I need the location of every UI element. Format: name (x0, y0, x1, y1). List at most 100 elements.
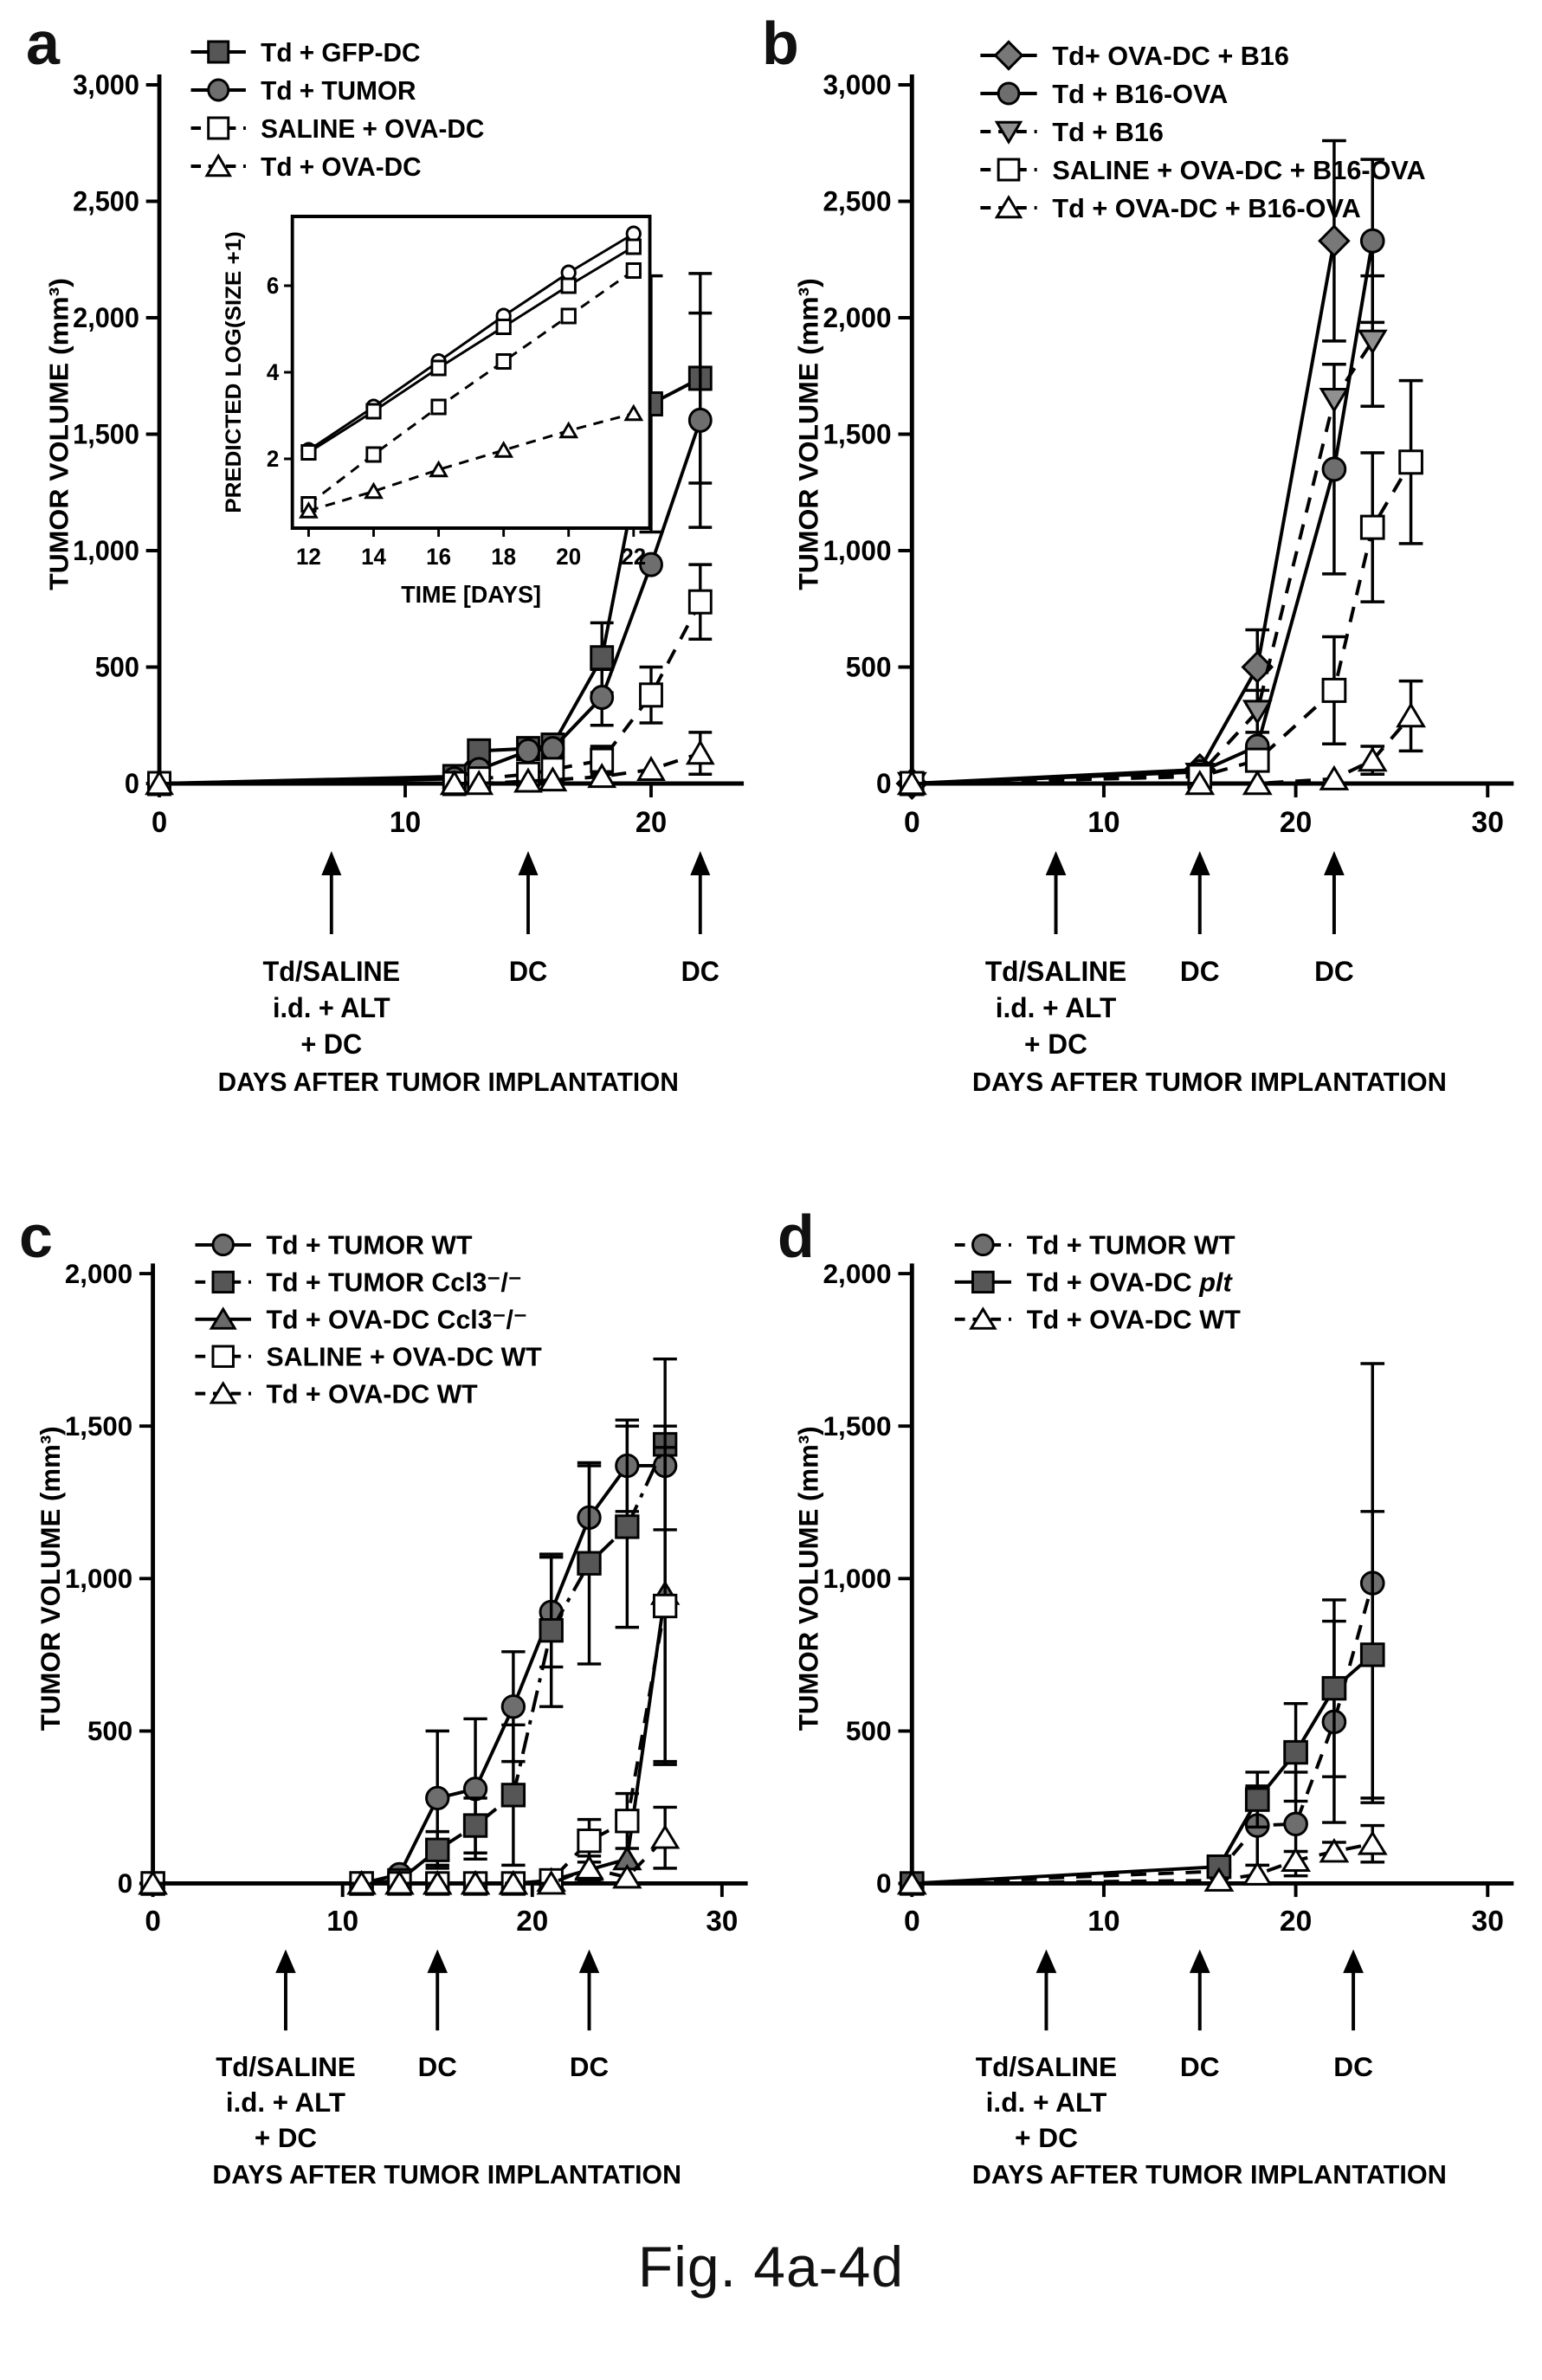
svg-text:2: 2 (267, 446, 279, 473)
svg-text:Td + OVA-DC Ccl3⁻/⁻: Td + OVA-DC Ccl3⁻/⁻ (267, 1306, 527, 1335)
panel-d-letter: d (777, 1203, 815, 1270)
legend-entry-0: Td + GFP-DC (190, 37, 421, 68)
svg-text:0: 0 (904, 1906, 920, 1938)
svg-text:30: 30 (1472, 806, 1504, 839)
y-axis-label: TUMOR VOLUME (mm³) (44, 278, 74, 590)
panel-d: 0 500 1,000 1,500 2,000 0 10 20 30 TUMOR VOLUME (… (784, 1208, 1537, 2247)
series-4 (896, 679, 1426, 796)
svg-text:30: 30 (706, 1906, 738, 1938)
svg-text:20: 20 (556, 544, 581, 571)
svg-text:0: 0 (152, 806, 167, 839)
svg-text:22: 22 (621, 544, 646, 571)
svg-text:10: 10 (390, 806, 421, 839)
panel-c: 0 500 1,000 1,500 2,000 0 10 20 30 TUMOR VOLUME (… (26, 1208, 771, 2247)
svg-text:16: 16 (426, 544, 451, 571)
svg-text:1,500: 1,500 (73, 419, 139, 450)
svg-text:1,500: 1,500 (65, 1411, 132, 1442)
svg-text:SALINE + OVA-DC WT: SALINE + OVA-DC WT (267, 1343, 543, 1371)
svg-text:500: 500 (87, 1716, 132, 1746)
svg-text:0: 0 (876, 768, 892, 799)
svg-text:20: 20 (1280, 1906, 1312, 1938)
legend-entry-2: Td + OVA-DC WT (954, 1306, 1241, 1335)
svg-text:DC: DC (1333, 2052, 1373, 2082)
legend-entry-0: Td+ OVA-DC + B16 (980, 40, 1289, 71)
series-1 (140, 1358, 678, 1896)
svg-text:Td + B16-OVA: Td + B16-OVA (1052, 79, 1228, 109)
svg-text:Td + B16: Td + B16 (1052, 117, 1164, 147)
svg-text:Td/SALINE: Td/SALINE (976, 2052, 1117, 2082)
svg-text:10: 10 (326, 1906, 358, 1938)
axes: 0 500 1,000 1,500 2,000 2,500 3,000 0 10 20 (73, 69, 745, 839)
legend-entry-4: Td + OVA-DC WT (195, 1380, 478, 1409)
svg-text:500: 500 (846, 1716, 892, 1746)
svg-text:SALINE + OVA-DC + B16-OVA: SALINE + OVA-DC + B16-OVA (1052, 155, 1425, 185)
legend-entry-3: Td + OVA-DC (190, 152, 422, 182)
svg-text:+ DC: + DC (1024, 1029, 1087, 1060)
svg-text:Td + OVA-DC + B16-OVA: Td + OVA-DC + B16-OVA (1052, 193, 1360, 223)
y-axis-label: TUMOR VOLUME (mm³) (793, 1426, 823, 1731)
legend-entry-0: Td + TUMOR WT (954, 1231, 1236, 1261)
svg-text:2,500: 2,500 (73, 186, 139, 217)
svg-text:Td/SALINE: Td/SALINE (985, 956, 1126, 987)
svg-text:DAYS AFTER TUMOR IMPLANTATION: DAYS AFTER TUMOR IMPLANTATION (972, 1067, 1447, 1097)
svg-text:18: 18 (491, 544, 516, 571)
svg-text:i.d. + ALT: i.d. + ALT (986, 2087, 1107, 2118)
svg-text:1,000: 1,000 (823, 535, 891, 566)
svg-text:20: 20 (516, 1906, 548, 1938)
svg-text:Td + OVA-DC: Td + OVA-DC (261, 152, 421, 182)
panel-c-letter: c (19, 1203, 53, 1270)
svg-text:1,500: 1,500 (823, 418, 891, 449)
svg-text:6: 6 (267, 273, 279, 300)
svg-text:Td + TUMOR: Td + TUMOR (261, 75, 416, 106)
svg-text:Td + OVA-DC WT: Td + OVA-DC WT (1027, 1306, 1241, 1335)
legend-entry-1: Td + TUMOR Ccl3⁻/⁻ (195, 1269, 522, 1298)
x-axis-label: DAYS AFTER TUMOR IMPLANTATION (212, 2161, 681, 2190)
panel-a: 0 500 1,000 1,500 2,000 2,500 3,000 0 10 20 TUMOR … (35, 17, 766, 1169)
svg-text:14: 14 (361, 544, 386, 571)
panel-b: 0 500 1,000 1,500 2,000 2,500 3,000 0 10 20 30 TUMO… (784, 17, 1537, 1169)
svg-text:DAYS AFTER TUMOR IMPLANTATION: DAYS AFTER TUMOR IMPLANTATION (212, 2161, 681, 2190)
svg-text:1,000: 1,000 (73, 535, 139, 566)
svg-text:0: 0 (145, 1906, 160, 1938)
svg-text:DC: DC (1314, 956, 1354, 987)
svg-text:2,000: 2,000 (823, 1259, 891, 1289)
svg-text:10: 10 (1087, 806, 1119, 839)
x-axis-label: DAYS AFTER TUMOR IMPLANTATION (218, 1067, 679, 1097)
svg-text:TIME [DAYS]: TIME [DAYS] (401, 580, 541, 608)
panel-a-chart: 0 500 1,000 1,500 2,000 2,500 3,000 0 10 20 TUMOR … (44, 37, 745, 1097)
svg-text:DC: DC (418, 2052, 457, 2082)
panel-a-letter: a (26, 10, 60, 77)
svg-text:1,000: 1,000 (823, 1564, 891, 1594)
legend: Td + TUMOR WT Td + TUMOR Ccl3⁻/⁻ Td + OVA-… (195, 1232, 542, 1409)
svg-text:20: 20 (636, 806, 667, 839)
legend-entry-4: Td + OVA-DC + B16-OVA (980, 193, 1361, 223)
series-3 (145, 731, 715, 796)
legend-entry-1: Td + B16-OVA (980, 79, 1228, 109)
legend-entry-2: Td + OVA-DC Ccl3⁻/⁻ (195, 1306, 527, 1335)
svg-text:4: 4 (267, 359, 280, 386)
svg-text:Td/SALINE: Td/SALINE (216, 2052, 356, 2082)
axes: 0 500 1,000 1,500 2,000 2,500 3,000 0 10 20 30 (823, 69, 1514, 839)
svg-text:2,000: 2,000 (65, 1259, 132, 1289)
svg-text:500: 500 (95, 652, 139, 683)
svg-text:3,000: 3,000 (73, 69, 139, 100)
legend-entry-2: Td + B16 (980, 117, 1164, 147)
legend-entry-1: Td + TUMOR (190, 75, 416, 106)
y-axis-label: TUMOR VOLUME (mm³) (793, 278, 824, 590)
x-axis-label: DAYS AFTER TUMOR IMPLANTATION (972, 1067, 1447, 1097)
svg-text:0: 0 (876, 1868, 892, 1899)
svg-text:1,000: 1,000 (65, 1564, 132, 1594)
series-1 (899, 158, 1385, 797)
svg-text:0: 0 (125, 768, 139, 799)
annotations: Td/SALINE i.d. + ALT + DC DC DC (985, 851, 1354, 1060)
svg-text:Td + TUMOR WT: Td + TUMOR WT (1027, 1231, 1236, 1261)
series-1 (899, 1510, 1385, 1896)
svg-text:DC: DC (1180, 2052, 1220, 2082)
svg-text:DAYS AFTER TUMOR IMPLANTATION: DAYS AFTER TUMOR IMPLANTATION (972, 2160, 1447, 2190)
svg-text:i.d. + ALT: i.d. + ALT (273, 992, 390, 1023)
legend-entry-3: SALINE + OVA-DC + B16-OVA (980, 155, 1426, 185)
svg-text:Td + OVA-DC WT: Td + OVA-DC WT (267, 1380, 479, 1409)
svg-text:i.d. + ALT: i.d. + ALT (996, 992, 1117, 1023)
svg-text:2,500: 2,500 (823, 185, 891, 216)
